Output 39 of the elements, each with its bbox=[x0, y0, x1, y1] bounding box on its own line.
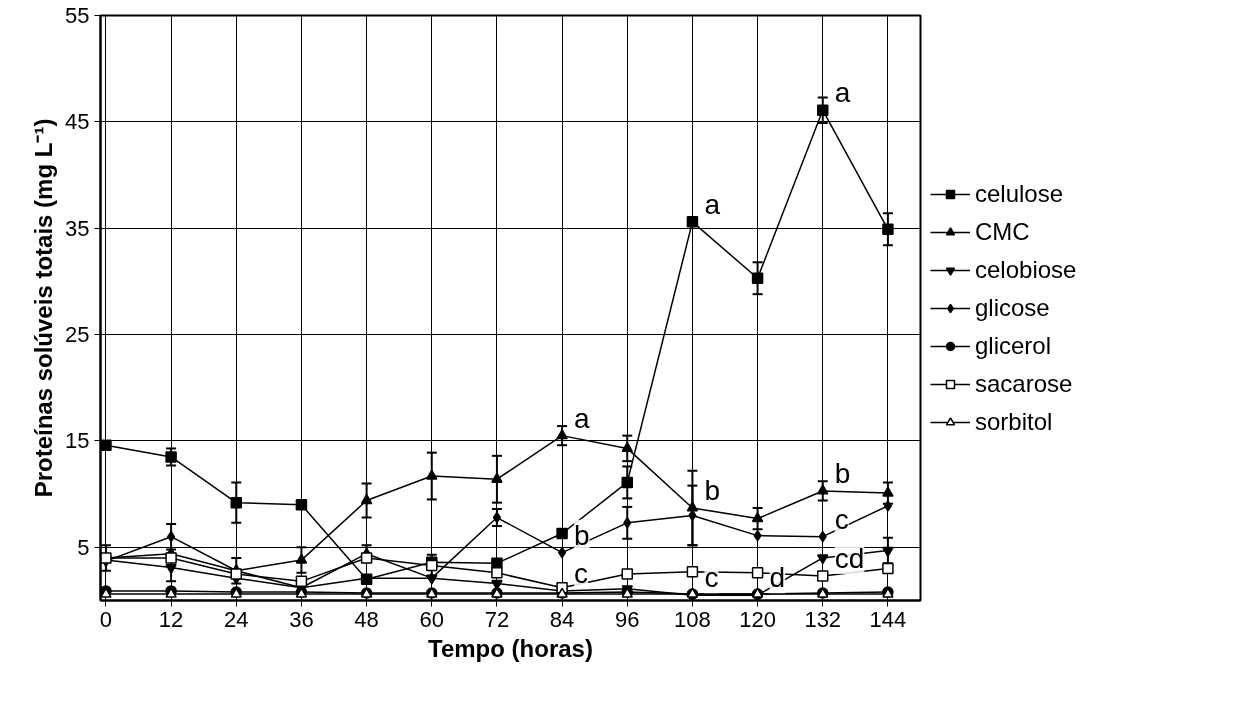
annotation: c bbox=[574, 557, 589, 589]
legend-label: sacarose bbox=[975, 369, 1073, 398]
annotation: a bbox=[704, 188, 721, 220]
annotation: d bbox=[769, 562, 786, 594]
x-tick-label: 72 bbox=[484, 606, 510, 632]
y-tick-label: 25 bbox=[65, 322, 90, 348]
legend-label: glicerol bbox=[975, 331, 1052, 360]
annotation: c bbox=[704, 562, 719, 594]
x-tick-label: 60 bbox=[419, 606, 445, 632]
x-tick-label: 12 bbox=[158, 606, 184, 632]
annotation: a bbox=[834, 77, 851, 109]
x-tick-label: 24 bbox=[224, 606, 249, 632]
x-tick-label: 96 bbox=[615, 606, 640, 632]
legend-label: CMC bbox=[975, 217, 1030, 246]
x-tick-label: 108 bbox=[674, 606, 711, 632]
x-tick-label: 84 bbox=[549, 606, 575, 632]
x-tick-label: 36 bbox=[289, 606, 314, 632]
x-tick-label: 144 bbox=[869, 606, 907, 632]
x-tick-label: 132 bbox=[804, 606, 842, 632]
legend-label: celobiose bbox=[975, 255, 1077, 284]
y-tick-label: 5 bbox=[77, 534, 90, 560]
legend-label: sorbitol bbox=[975, 407, 1053, 436]
annotation: b bbox=[574, 519, 590, 551]
x-tick-label: 48 bbox=[354, 606, 379, 632]
legend-label: celulose bbox=[975, 179, 1064, 208]
annotation: c bbox=[834, 503, 849, 535]
y-axis-title: Proteínas solúveis totais (mg L⁻¹) bbox=[30, 118, 58, 498]
annotation: b bbox=[834, 457, 851, 489]
x-tick-label: 120 bbox=[739, 606, 776, 632]
y-tick-label: 15 bbox=[65, 428, 90, 454]
annotation: a bbox=[574, 402, 591, 434]
x-tick-label: 0 bbox=[99, 606, 113, 632]
y-tick-label: 45 bbox=[65, 109, 90, 135]
y-tick-label: 55 bbox=[65, 3, 90, 28]
annotation: b bbox=[704, 474, 720, 506]
legend-label: glicose bbox=[975, 293, 1050, 322]
y-tick-label: 35 bbox=[65, 215, 90, 241]
annotation: cd bbox=[834, 543, 865, 575]
x-axis-title: Tempo (horas) bbox=[428, 634, 593, 662]
